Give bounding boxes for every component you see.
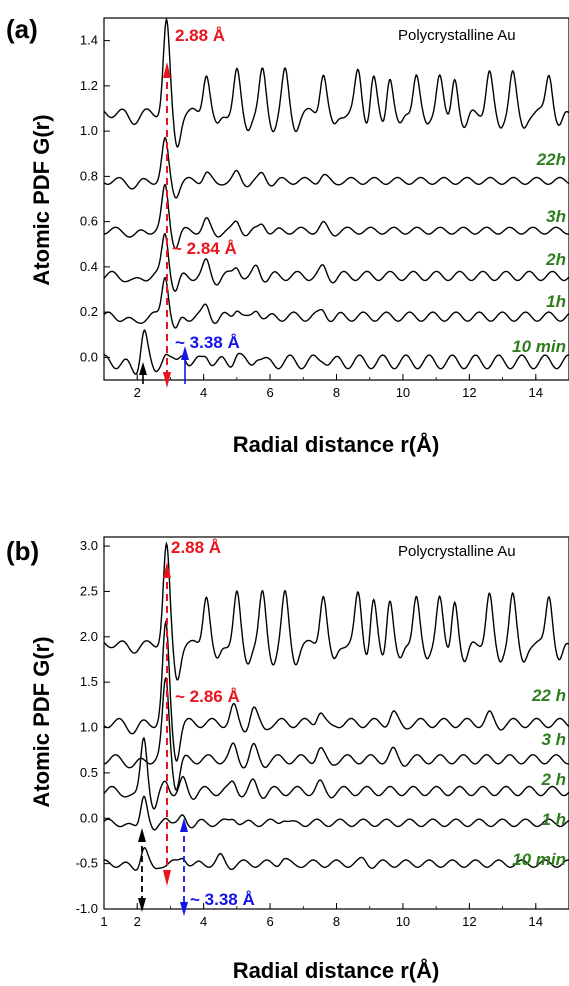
panel-a-annot-288: 2.88 Å bbox=[175, 26, 225, 45]
y-tick-label: 0.4 bbox=[80, 259, 98, 274]
y-tick-label: 0.5 bbox=[80, 765, 98, 780]
panel-a-red-arrow-head-up bbox=[163, 62, 171, 78]
panel-a-x-ticks: 2 4 6 8 10 12 14 bbox=[103, 374, 569, 400]
pdf-curve-polycrystalline-au bbox=[103, 17, 569, 148]
panel-b-annot-288: 2.88 Å bbox=[171, 538, 221, 557]
panel-a-black-arrow-head bbox=[139, 362, 147, 375]
x-tick-label: 4 bbox=[200, 914, 207, 929]
series-label: 22h bbox=[536, 150, 566, 169]
y-tick-label: 1.0 bbox=[80, 123, 98, 138]
series-label: 22 h bbox=[531, 686, 566, 705]
x-tick-label: 10 bbox=[396, 914, 410, 929]
panel-a-y-ticks: 0.0 0.2 0.4 0.6 0.8 1.0 1.2 1.4 bbox=[80, 33, 110, 364]
panel-a-curves bbox=[103, 17, 569, 375]
series-label: 2h bbox=[545, 250, 566, 269]
x-tick-label: 1 bbox=[100, 914, 107, 929]
x-tick-label: 8 bbox=[333, 385, 340, 400]
y-tick-label: 1.5 bbox=[80, 674, 98, 689]
panel-a-annot-284: ~ 2.84 Å bbox=[172, 239, 237, 258]
pdf-curve-2h bbox=[103, 233, 569, 293]
pdf-curve-polycrystalline-au bbox=[103, 541, 569, 681]
panel-a: (a) 2 4 6 8 10 12 14 0.00.20.40.60.81.01.21.4 … bbox=[6, 14, 569, 457]
pdf-curve-10-min bbox=[104, 846, 569, 871]
panel-a-ylabel: Atomic PDF G(r) bbox=[29, 114, 54, 285]
pdf-curve-2-h bbox=[103, 736, 569, 810]
x-tick-label: 6 bbox=[266, 914, 273, 929]
pdf-curve-10-min bbox=[103, 329, 569, 375]
y-tick-label: 1.2 bbox=[80, 78, 98, 93]
pdf-curve-22-h bbox=[103, 619, 569, 762]
y-tick-label: 1.0 bbox=[80, 720, 98, 735]
x-tick-label: 12 bbox=[462, 914, 476, 929]
y-tick-label: -0.5 bbox=[76, 856, 98, 871]
panel-a-annot-338: ~ 3.38 Å bbox=[175, 333, 240, 352]
y-tick-label: 1.4 bbox=[80, 33, 98, 48]
panel-b-series-labels: 22 h 3 h 2 h 1 h 10 min bbox=[512, 686, 566, 869]
panel-a-red-arrow-head-down bbox=[163, 372, 171, 388]
series-label: 3h bbox=[546, 207, 566, 226]
panel-b-red-arrow-head-up bbox=[163, 562, 171, 578]
panel-b-y-ticks: -1.0 -0.5 0.0 0.5 1.0 1.5 2.0 2.5 3.0 bbox=[76, 538, 110, 916]
y-tick-label: -1.0 bbox=[76, 901, 98, 916]
panel-b-blue-arrow-head-down bbox=[180, 902, 188, 916]
series-label: 3 h bbox=[541, 730, 566, 749]
series-label: 2 h bbox=[540, 770, 566, 789]
panel-b-xlabel: Radial distance r(Å) bbox=[233, 957, 440, 983]
panel-a-series-labels: 22h 3h 2h 1h 10 min bbox=[512, 150, 566, 356]
x-tick-label: 2 bbox=[134, 914, 141, 929]
x-tick-label: 4 bbox=[200, 385, 207, 400]
panel-b-curves bbox=[103, 541, 569, 871]
y-tick-label: 2.5 bbox=[80, 583, 98, 598]
x-tick-label: 2 bbox=[134, 385, 141, 400]
panel-b-ylabel: Atomic PDF G(r) bbox=[29, 636, 54, 807]
x-tick-label: 8 bbox=[333, 914, 340, 929]
pdf-curve-1h bbox=[103, 276, 569, 329]
y-tick-label: 0.2 bbox=[80, 304, 98, 319]
pdf-curve-3h bbox=[103, 183, 569, 250]
panel-b-reference-label: Polycrystalline Au bbox=[398, 543, 516, 560]
panel-b-blue-arrow-head-up bbox=[180, 818, 188, 832]
y-tick-label: 0.0 bbox=[80, 810, 98, 825]
x-tick-label: 10 bbox=[396, 385, 410, 400]
panel-b-label: (b) bbox=[6, 536, 39, 566]
y-tick-label: 3.0 bbox=[80, 538, 98, 553]
y-tick-label: 0.6 bbox=[80, 214, 98, 229]
panel-b-black-arrow-head-down bbox=[138, 898, 146, 912]
panel-a-label: (a) bbox=[6, 14, 38, 44]
x-tick-label: 12 bbox=[462, 385, 476, 400]
y-tick-label: 0.0 bbox=[80, 349, 98, 364]
series-label: 10 min bbox=[512, 337, 566, 356]
panel-b-frame bbox=[103, 536, 569, 910]
panel-a-blue-arrow-head bbox=[181, 346, 189, 360]
x-tick-label: 14 bbox=[529, 385, 543, 400]
series-label: 1h bbox=[546, 292, 566, 311]
panel-b-red-arrow-head-down bbox=[163, 870, 171, 886]
pdf-curve-22h bbox=[103, 136, 569, 199]
series-label: 10 min bbox=[512, 850, 566, 869]
x-tick-label: 14 bbox=[529, 914, 543, 929]
pdf-curve-1-h bbox=[103, 795, 569, 831]
panel-b-x-ticks: 1 2 4 6 8 10 12 14 bbox=[100, 903, 569, 929]
panel-a-reference-label: Polycrystalline Au bbox=[398, 27, 516, 44]
y-tick-label: 0.8 bbox=[80, 168, 98, 183]
pdf-curve-3-h bbox=[104, 676, 569, 791]
panel-b-annot-286: ~ 2.86 Å bbox=[175, 687, 240, 706]
series-label: 1 h bbox=[541, 810, 566, 829]
panel-b-black-arrow-head-up bbox=[138, 828, 146, 842]
panel-b: (b) 1 2 4 6 8 10 12 14 -1.0-0.50.00.51.01.52.02… bbox=[6, 536, 569, 983]
panel-a-xlabel: Radial distance r(Å) bbox=[233, 431, 440, 457]
y-tick-label: 2.0 bbox=[80, 629, 98, 644]
x-tick-label: 6 bbox=[266, 385, 273, 400]
panel-b-annot-338: ~ 3.38 Å bbox=[190, 890, 255, 909]
